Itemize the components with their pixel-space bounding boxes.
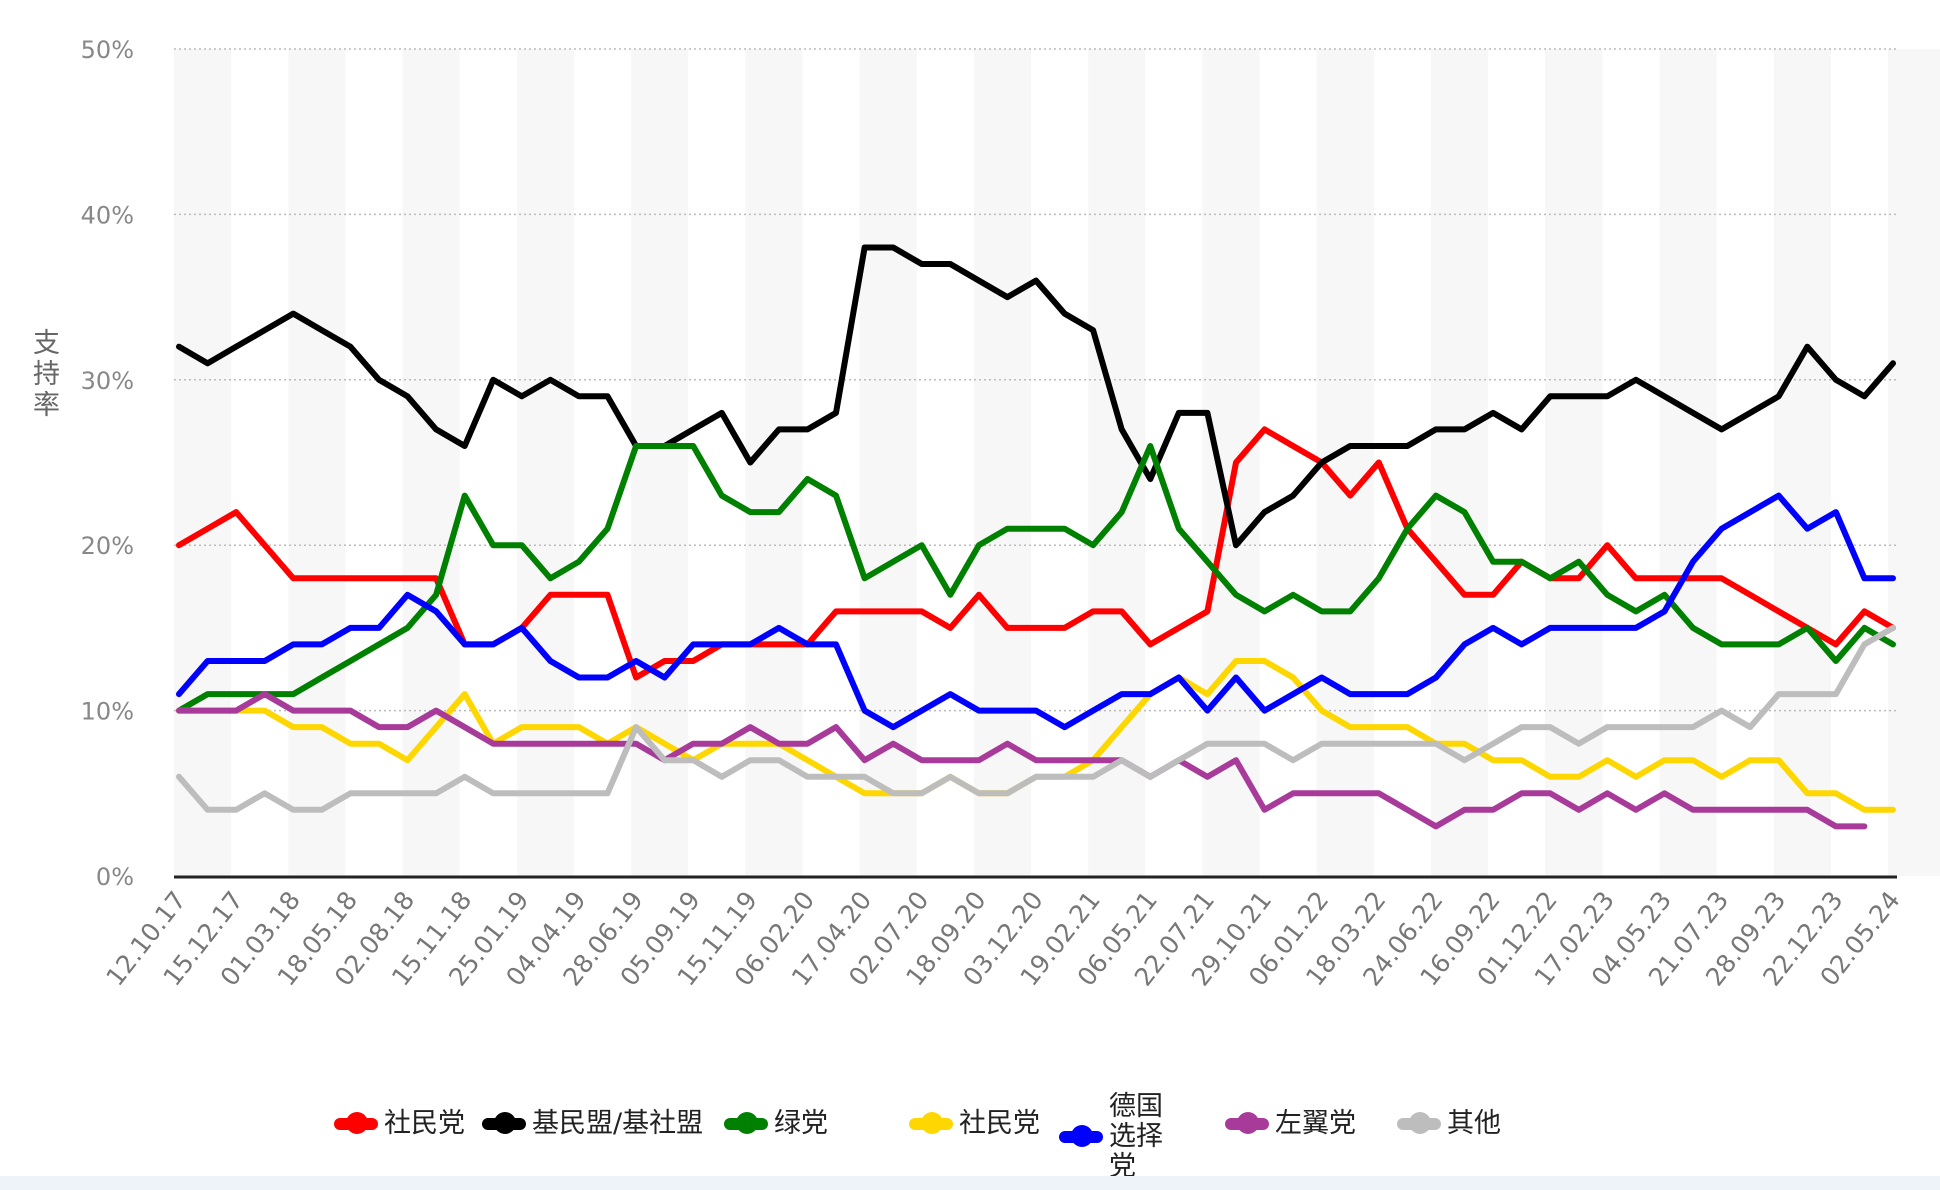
- y-tick-labels: 0% 10% 20% 30% 40% 50%: [81, 36, 134, 891]
- background-band: [288, 49, 346, 876]
- y-axis-title: 支持率: [28, 328, 59, 421]
- series-line: [176, 443, 1896, 714]
- y-tick-label: 20%: [81, 532, 134, 560]
- legend-item[interactable]: 绿党: [724, 1108, 828, 1140]
- legend-item[interactable]: 德国 选择党: [1059, 1092, 1169, 1182]
- legend-item[interactable]: 基民盟/基社盟: [482, 1108, 703, 1140]
- legend-item[interactable]: 社民党: [909, 1108, 1040, 1140]
- line-chart: 0% 10% 20% 30% 40% 50% 12.10.1715.12.1701.03.…: [80, 36, 1940, 992]
- background-band: [516, 49, 574, 876]
- series-line: [176, 624, 1896, 813]
- legend-marker-icon: [482, 1112, 526, 1134]
- legend-marker-icon: [334, 1112, 378, 1134]
- background-band: [1088, 49, 1146, 876]
- legend-label: 社民党: [384, 1108, 465, 1139]
- bottom-strip: [0, 1176, 1940, 1190]
- y-tick-label: 10%: [81, 698, 134, 726]
- background-band: [1659, 49, 1717, 876]
- legend-item[interactable]: 左翼党: [1225, 1108, 1356, 1140]
- legend-label-line: 德国: [1109, 1091, 1163, 1122]
- background-band: [859, 49, 917, 876]
- background-band: [402, 49, 460, 876]
- legend-marker-icon: [1225, 1112, 1269, 1134]
- series-lines: [176, 244, 1896, 830]
- legend-label: 德国 选择党: [1109, 1092, 1169, 1182]
- legend-label: 基民盟/基社盟: [532, 1108, 704, 1139]
- x-tick-labels: 12.10.1715.12.1701.03.1818.05.1802.08.18…: [100, 886, 1905, 992]
- y-tick-label: 0%: [96, 863, 134, 891]
- series-line: [176, 691, 1868, 830]
- legend-marker-icon: [909, 1112, 953, 1134]
- background-band: [1773, 49, 1831, 876]
- background-band: [1888, 49, 1940, 876]
- legend-marker-icon: [724, 1112, 768, 1134]
- series-line: [176, 492, 1896, 731]
- legend-item[interactable]: 社民党: [334, 1108, 465, 1140]
- legend-item[interactable]: 其他: [1397, 1108, 1501, 1140]
- background-band: [1430, 49, 1489, 876]
- background-band: [1545, 49, 1603, 876]
- legend-marker-icon: [1059, 1125, 1103, 1147]
- legend-label: 左翼党: [1275, 1108, 1356, 1139]
- background-bands: [174, 49, 1940, 876]
- y-tick-label: 40%: [81, 201, 134, 229]
- legend-marker-icon: [1397, 1112, 1441, 1134]
- legend-label: 其他: [1447, 1108, 1501, 1139]
- y-tick-label: 30%: [81, 367, 134, 395]
- legend-label: 社民党: [959, 1108, 1040, 1139]
- background-band: [174, 49, 232, 876]
- legend: 社民党 基民盟/基社盟 绿党 社民党 德国 选择党 左翼党 其他: [0, 1092, 1940, 1182]
- background-band: [1202, 49, 1260, 876]
- y-tick-label: 50%: [81, 36, 134, 64]
- background-band: [973, 49, 1031, 876]
- series-line: [176, 244, 1896, 549]
- legend-label: 绿党: [774, 1108, 828, 1139]
- legend-label-line: 选择党: [1109, 1121, 1163, 1182]
